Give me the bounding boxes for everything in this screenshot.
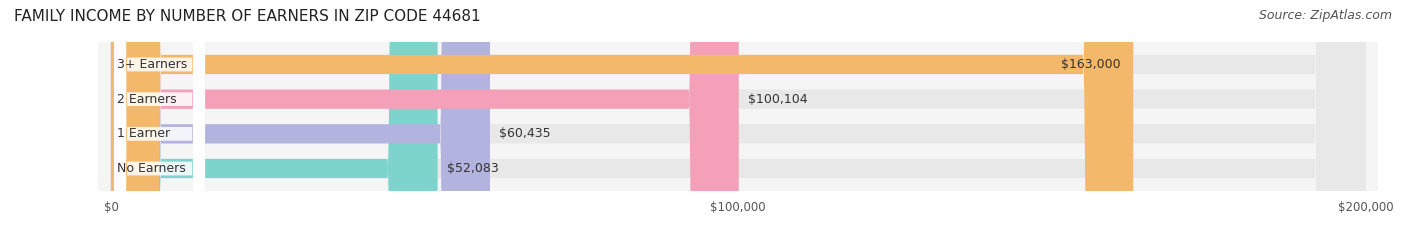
- Text: Source: ZipAtlas.com: Source: ZipAtlas.com: [1258, 9, 1392, 22]
- Text: $60,435: $60,435: [499, 127, 551, 140]
- Text: 2 Earners: 2 Earners: [117, 93, 177, 106]
- Text: $100,104: $100,104: [748, 93, 808, 106]
- Text: 1 Earner: 1 Earner: [117, 127, 170, 140]
- FancyBboxPatch shape: [114, 0, 205, 233]
- Text: $163,000: $163,000: [1062, 58, 1121, 71]
- FancyBboxPatch shape: [111, 0, 1365, 233]
- FancyBboxPatch shape: [111, 0, 1365, 233]
- FancyBboxPatch shape: [111, 0, 1133, 233]
- FancyBboxPatch shape: [114, 0, 205, 233]
- FancyBboxPatch shape: [111, 0, 1365, 233]
- FancyBboxPatch shape: [114, 0, 205, 233]
- Text: No Earners: No Earners: [117, 162, 186, 175]
- FancyBboxPatch shape: [111, 0, 491, 233]
- Text: $52,083: $52,083: [447, 162, 499, 175]
- Text: 3+ Earners: 3+ Earners: [117, 58, 187, 71]
- FancyBboxPatch shape: [111, 0, 1365, 233]
- FancyBboxPatch shape: [114, 0, 205, 233]
- FancyBboxPatch shape: [111, 0, 437, 233]
- FancyBboxPatch shape: [111, 0, 738, 233]
- Text: FAMILY INCOME BY NUMBER OF EARNERS IN ZIP CODE 44681: FAMILY INCOME BY NUMBER OF EARNERS IN ZI…: [14, 9, 481, 24]
